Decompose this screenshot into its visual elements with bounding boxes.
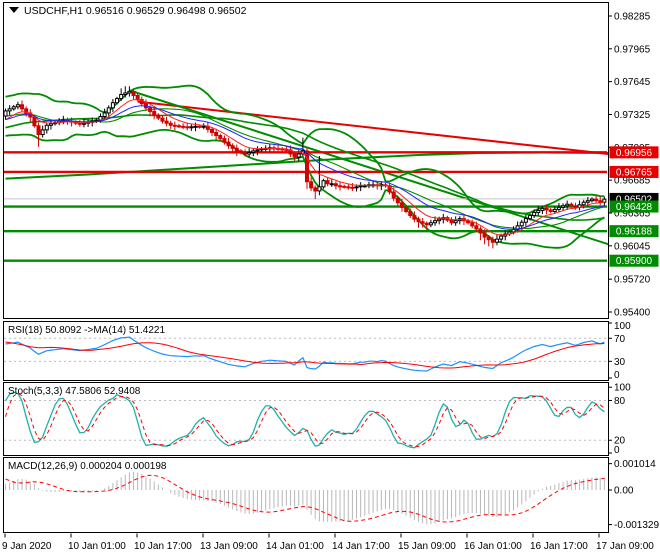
price-badge-label: 0.96765 (616, 167, 653, 178)
macd-signal-line (5, 474, 605, 523)
rsi-label: RSI(18) 50.8092 ->MA(14) 51.4221 (8, 325, 165, 336)
red-ma-line (5, 99, 605, 236)
bollinger-upper-band (5, 84, 605, 215)
stoch-panel-border (3, 382, 609, 456)
macd-tick-label: 0.001014 (614, 459, 656, 470)
macd-label: MACD(12,26,9) 0.000204 0.000198 (8, 461, 167, 472)
price-tick-label: 0.97965 (614, 44, 651, 55)
time-tick-label: 16 Jan 01:00 (464, 541, 522, 552)
rsi-tick-label: 70 (614, 334, 626, 345)
stoch-label: Stoch(5,3,3) 47.5806 52.9408 (8, 386, 141, 397)
price-badge-label: 0.96428 (616, 202, 653, 213)
time-tick-label: 14 Jan 01:00 (266, 541, 324, 552)
time-tick-label: 17 Jan 09:00 (596, 541, 654, 552)
macd-panel-border (3, 457, 609, 533)
price-tick-label: 0.96045 (614, 241, 651, 252)
price-badge (609, 225, 659, 238)
stoch-tick-label: 100 (614, 383, 631, 394)
price-badge (609, 254, 659, 267)
rsi-indicator-panel[interactable] (4, 336, 607, 372)
blue-ma-line (5, 105, 605, 230)
price-badge (609, 146, 659, 159)
price-badge (609, 200, 659, 213)
candles (4, 86, 607, 249)
stoch-tick-label: 80 (614, 396, 626, 407)
rsi-tick-label: 30 (614, 357, 626, 368)
rsi-line (5, 336, 605, 372)
price-tick-label: 0.96685 (614, 176, 651, 187)
price-tick-label: 0.97645 (614, 77, 651, 88)
rsi-tick-label: 100 (614, 321, 631, 332)
stoch-signal-line (5, 392, 605, 448)
price-badge (609, 165, 659, 178)
chart-title: USDCHF,H1 0.96516 0.96529 0.96498 0.9650… (24, 5, 247, 17)
time-tick-label: 9 Jan 2020 (2, 541, 52, 552)
price-badge-label: 0.96502 (616, 194, 653, 205)
stochastic-indicator-panel[interactable] (4, 391, 607, 449)
bollinger-lower-band (5, 129, 605, 249)
rsi-ma-line (5, 341, 605, 369)
stoch-tick-label: 20 (614, 436, 626, 447)
time-tick-label: 10 Jan 01:00 (68, 541, 126, 552)
rsi-tick-label: 0 (614, 370, 620, 381)
macd-indicator-panel[interactable] (5, 471, 605, 525)
rsi-panel-border (3, 321, 609, 381)
symbol-dropdown-icon[interactable] (9, 7, 19, 13)
price-axis[interactable]: 0.982850.979650.976450.973250.970050.966… (608, 12, 659, 532)
price-tick-label: 0.95400 (614, 308, 651, 319)
price-badge-label: 0.96188 (616, 227, 653, 238)
macd-tick-label: 0.00 (614, 486, 634, 497)
price-badge-label: 0.96956 (616, 148, 653, 159)
price-badge-label: 0.95900 (616, 256, 653, 267)
time-tick-label: 16 Jan 17:00 (530, 541, 588, 552)
time-tick-label: 10 Jan 17:00 (134, 541, 192, 552)
macd-tick-label: -0.001329 (614, 520, 659, 531)
price-tick-label: 0.97325 (614, 110, 651, 121)
time-tick-label: 13 Jan 09:00 (200, 541, 258, 552)
macd-histogram (5, 471, 605, 525)
price-tick-label: 0.98285 (614, 12, 651, 23)
time-axis[interactable]: 9 Jan 2020 10 Jan 01:00 10 Jan 17:00 13 Jan… (2, 533, 654, 553)
time-tick-label: 14 Jan 17:00 (332, 541, 390, 552)
time-tick-label: 15 Jan 09:00 (398, 541, 456, 552)
main-panel-border (3, 2, 609, 319)
main-price-panel[interactable] (4, 84, 609, 262)
price-tick-label: 0.95720 (614, 275, 651, 286)
trend-red-trendline[interactable] (137, 100, 609, 155)
stoch-tick-label: 0 (614, 445, 620, 456)
price-tick-label: 0.96365 (614, 208, 651, 219)
stoch-main-line (4, 391, 605, 449)
